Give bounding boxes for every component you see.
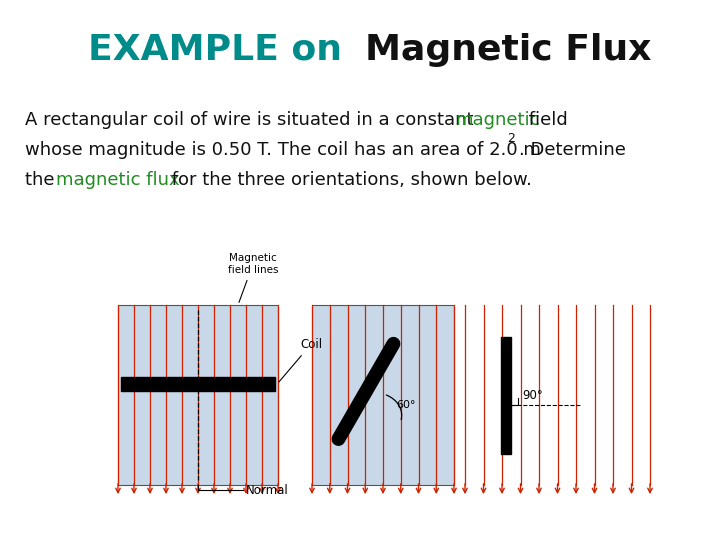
- Text: 90°: 90°: [523, 389, 544, 402]
- Bar: [121, 377, 275, 391]
- Text: Magnetic
field lines: Magnetic field lines: [228, 253, 278, 302]
- Text: Magnetic Flux: Magnetic Flux: [365, 33, 652, 67]
- Text: Normal: Normal: [246, 483, 289, 496]
- Text: A rectangular coil of wire is situated in a constant: A rectangular coil of wire is situated i…: [25, 111, 480, 129]
- Text: . Determine: . Determine: [519, 141, 626, 159]
- Text: for the three orientations, shown below.: for the three orientations, shown below.: [166, 171, 532, 189]
- Text: EXAMPLE on: EXAMPLE on: [89, 33, 355, 67]
- Bar: [500, 338, 510, 454]
- Bar: [118, 305, 278, 485]
- Text: whose magnitude is 0.50 T. The coil has an area of 2.0 m: whose magnitude is 0.50 T. The coil has …: [25, 141, 541, 159]
- Text: 60°: 60°: [396, 400, 415, 410]
- Text: 2: 2: [507, 132, 515, 145]
- Text: Coil: Coil: [279, 338, 322, 382]
- Bar: [312, 305, 454, 485]
- Text: field: field: [523, 111, 568, 129]
- Text: magnetic flux: magnetic flux: [56, 171, 179, 189]
- Text: magnetic: magnetic: [455, 111, 539, 129]
- Text: the: the: [25, 171, 60, 189]
